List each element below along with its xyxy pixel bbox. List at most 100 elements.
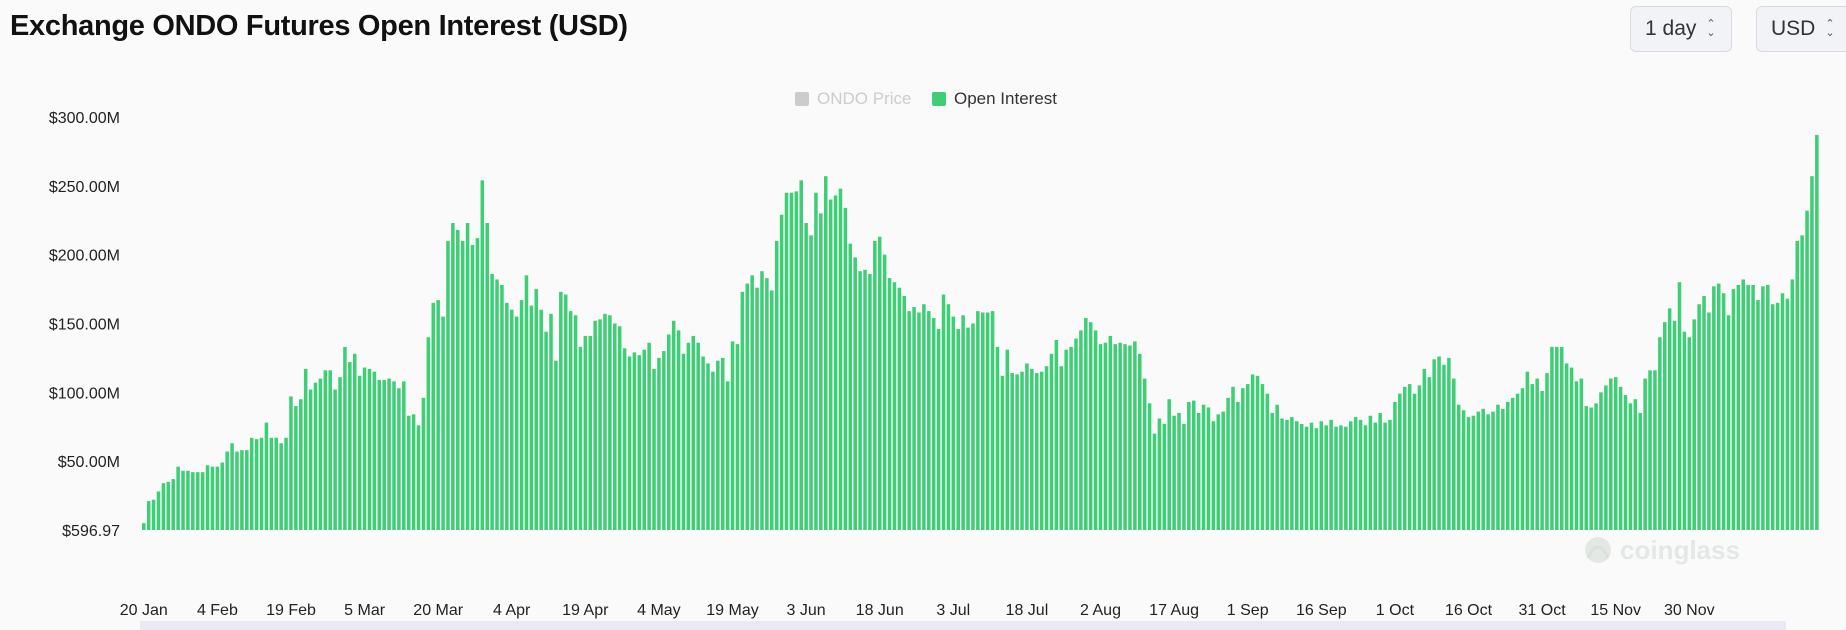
- bar[interactable]: [823, 176, 828, 530]
- bar[interactable]: [1471, 415, 1476, 530]
- bar[interactable]: [1535, 378, 1539, 530]
- bar[interactable]: [1466, 417, 1471, 530]
- bar[interactable]: [578, 346, 583, 530]
- bar[interactable]: [1275, 404, 1279, 530]
- bar[interactable]: [362, 367, 367, 530]
- bar[interactable]: [1393, 401, 1397, 530]
- bar[interactable]: [264, 422, 269, 530]
- bar[interactable]: [1766, 284, 1770, 530]
- bar[interactable]: [397, 388, 401, 530]
- bar[interactable]: [1422, 368, 1427, 530]
- interval-select[interactable]: 1 day ⌃ ⌄: [1630, 6, 1732, 52]
- bar[interactable]: [490, 273, 494, 530]
- bar[interactable]: [686, 342, 691, 530]
- bar[interactable]: [1079, 330, 1083, 530]
- bar[interactable]: [225, 451, 229, 530]
- bar[interactable]: [1648, 370, 1652, 530]
- bar[interactable]: [1358, 419, 1363, 530]
- bar[interactable]: [1800, 235, 1804, 530]
- bar[interactable]: [1442, 364, 1446, 530]
- bar[interactable]: [156, 491, 161, 530]
- bar[interactable]: [392, 381, 396, 530]
- bar[interactable]: [1770, 304, 1775, 530]
- bar[interactable]: [662, 351, 666, 530]
- bar[interactable]: [647, 342, 651, 530]
- bar[interactable]: [976, 311, 980, 530]
- bar[interactable]: [1456, 404, 1461, 530]
- bar[interactable]: [249, 437, 254, 530]
- bar[interactable]: [460, 240, 465, 530]
- bar[interactable]: [1383, 422, 1387, 530]
- bar[interactable]: [1093, 330, 1098, 530]
- bar[interactable]: [1069, 346, 1073, 530]
- bar[interactable]: [382, 379, 386, 530]
- bar[interactable]: [632, 352, 637, 530]
- bar[interactable]: [1613, 377, 1618, 530]
- bar[interactable]: [1461, 410, 1466, 530]
- bar[interactable]: [1530, 384, 1535, 530]
- bar[interactable]: [1241, 388, 1245, 530]
- bar[interactable]: [912, 306, 916, 530]
- bar[interactable]: [235, 451, 239, 530]
- bar[interactable]: [1221, 411, 1225, 530]
- bar[interactable]: [1712, 286, 1716, 530]
- bar[interactable]: [372, 371, 377, 530]
- bar[interactable]: [1255, 375, 1260, 530]
- bar[interactable]: [696, 342, 700, 530]
- bar[interactable]: [853, 257, 857, 530]
- bar[interactable]: [534, 289, 539, 530]
- bar[interactable]: [367, 368, 372, 530]
- bar[interactable]: [559, 291, 563, 530]
- bar[interactable]: [941, 294, 946, 530]
- bar[interactable]: [1501, 408, 1505, 530]
- bar[interactable]: [323, 370, 328, 530]
- bar[interactable]: [200, 472, 205, 530]
- bar[interactable]: [1368, 415, 1373, 530]
- bar[interactable]: [838, 188, 843, 530]
- bar[interactable]: [740, 291, 745, 530]
- bar[interactable]: [907, 311, 911, 530]
- bar[interactable]: [1167, 399, 1171, 530]
- bar[interactable]: [922, 304, 926, 530]
- bar[interactable]: [990, 311, 995, 530]
- bar[interactable]: [833, 195, 838, 530]
- bar[interactable]: [195, 472, 200, 530]
- bar[interactable]: [441, 316, 445, 530]
- bar[interactable]: [716, 360, 720, 530]
- bar[interactable]: [760, 271, 764, 530]
- bar[interactable]: [485, 223, 489, 530]
- bar[interactable]: [1697, 304, 1701, 530]
- bar[interactable]: [681, 353, 686, 530]
- bar[interactable]: [313, 382, 318, 530]
- bar[interactable]: [1751, 284, 1755, 530]
- bar[interactable]: [1525, 371, 1530, 530]
- bar[interactable]: [299, 399, 303, 530]
- bar[interactable]: [794, 191, 799, 530]
- bar[interactable]: [892, 282, 897, 530]
- bar[interactable]: [1133, 341, 1137, 530]
- bar[interactable]: [176, 466, 180, 530]
- bar[interactable]: [1672, 320, 1677, 530]
- bar[interactable]: [1049, 353, 1054, 530]
- bar[interactable]: [1662, 322, 1667, 530]
- bar[interactable]: [588, 335, 593, 530]
- bar[interactable]: [1687, 337, 1692, 530]
- bar[interactable]: [946, 304, 951, 530]
- bar[interactable]: [205, 465, 210, 530]
- bar[interactable]: [1260, 384, 1265, 530]
- bar[interactable]: [254, 439, 259, 530]
- bar[interactable]: [294, 406, 298, 530]
- bar[interactable]: [343, 346, 347, 530]
- bar[interactable]: [1054, 340, 1059, 530]
- bar[interactable]: [230, 443, 234, 530]
- bar[interactable]: [1398, 393, 1402, 530]
- bar[interactable]: [1618, 386, 1623, 530]
- bar[interactable]: [456, 229, 460, 530]
- bar[interactable]: [549, 313, 553, 530]
- bar[interactable]: [1452, 378, 1456, 530]
- bar[interactable]: [1726, 315, 1731, 530]
- bar[interactable]: [1177, 412, 1181, 530]
- bar[interactable]: [186, 470, 190, 530]
- bar[interactable]: [1044, 366, 1049, 530]
- bar[interactable]: [1569, 367, 1574, 530]
